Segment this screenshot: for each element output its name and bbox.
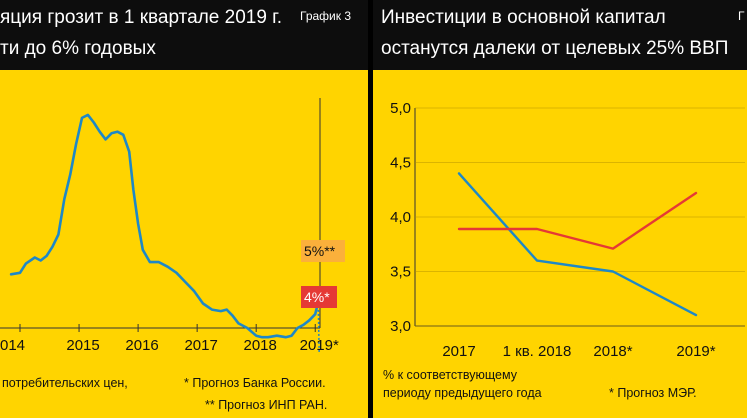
chart-title-line-1: яция грозит в 1 квартале 2019 г. [0, 7, 283, 28]
x-tick-label: 2018 [244, 337, 277, 354]
x-tick-label: 2015 [66, 337, 99, 354]
y-tick-label: 3,0 [390, 318, 411, 335]
investment-series-line-1 [457, 191, 698, 250]
chart-note-forecast-inp: ** Прогноз ИНП РАН. [205, 398, 328, 412]
x-tick-label: 2018* [593, 343, 632, 360]
investment-series-line-0 [457, 172, 698, 317]
investment-chart-panel: Инвестиции в основной капитал Г останутс… [373, 0, 747, 418]
forecast-badge-label-0: 5%** [304, 243, 336, 259]
x-tick-label: 014 [0, 337, 25, 354]
forecast-badge-bg-1 [301, 286, 337, 308]
chart-number-badge: График 3 [300, 9, 352, 23]
x-tick-label: 2019* [676, 343, 715, 360]
forecast-badge-label-1: 4%* [304, 289, 330, 305]
x-tick-label: 2016 [125, 337, 158, 354]
y-tick-label: 3,5 [390, 264, 411, 281]
chart-title-line-2: останутся далеки от целевых 25% ВВП [381, 38, 729, 59]
y-tick-label: 5,0 [390, 100, 411, 117]
y-tick-label: 4,5 [390, 155, 411, 172]
y-tick-label: 4,0 [390, 209, 411, 226]
x-tick-label: 2017 [184, 337, 217, 354]
chart-note-forecast-cbr: * Прогноз Банка России. [184, 376, 326, 390]
chart-number-badge: Г [738, 9, 745, 23]
chart-title-line-1: Инвестиции в основной капитал [381, 7, 666, 28]
inflation-series-line-0 [9, 113, 320, 339]
chart-note-forecast-mer: * Прогноз МЭР. [609, 386, 697, 400]
x-tick-label: 2019* [300, 337, 339, 354]
chart-title-line-2: ти до 6% годовых [0, 38, 156, 59]
x-tick-label: 1 кв. 2018 [503, 343, 572, 360]
inflation-line-chart: 5%** 4%* 014 2015 2016 2017 2018 2019* [0, 98, 345, 354]
forecast-dotted-line [317, 301, 320, 353]
inflation-chart-panel: яция грозит в 1 квартале 2019 г. График … [0, 0, 368, 418]
x-tick-label: 2017 [442, 343, 475, 360]
chart-note-units: потребительских цен, [2, 376, 128, 390]
investment-line-chart: 5,0 4,5 4,0 3,5 3,0 2017 1 кв. 2018 2018* 2019* [390, 100, 745, 360]
chart-header: Инвестиции в основной капитал Г останутс… [373, 0, 747, 70]
chart-note-units-line-2: периоду предыдущего года [383, 386, 542, 400]
forecast-badge-bg-0 [301, 240, 345, 262]
chart-header: яция грозит в 1 квартале 2019 г. График … [0, 0, 368, 70]
chart-note-units-line-1: % к соответствующему [383, 368, 517, 382]
